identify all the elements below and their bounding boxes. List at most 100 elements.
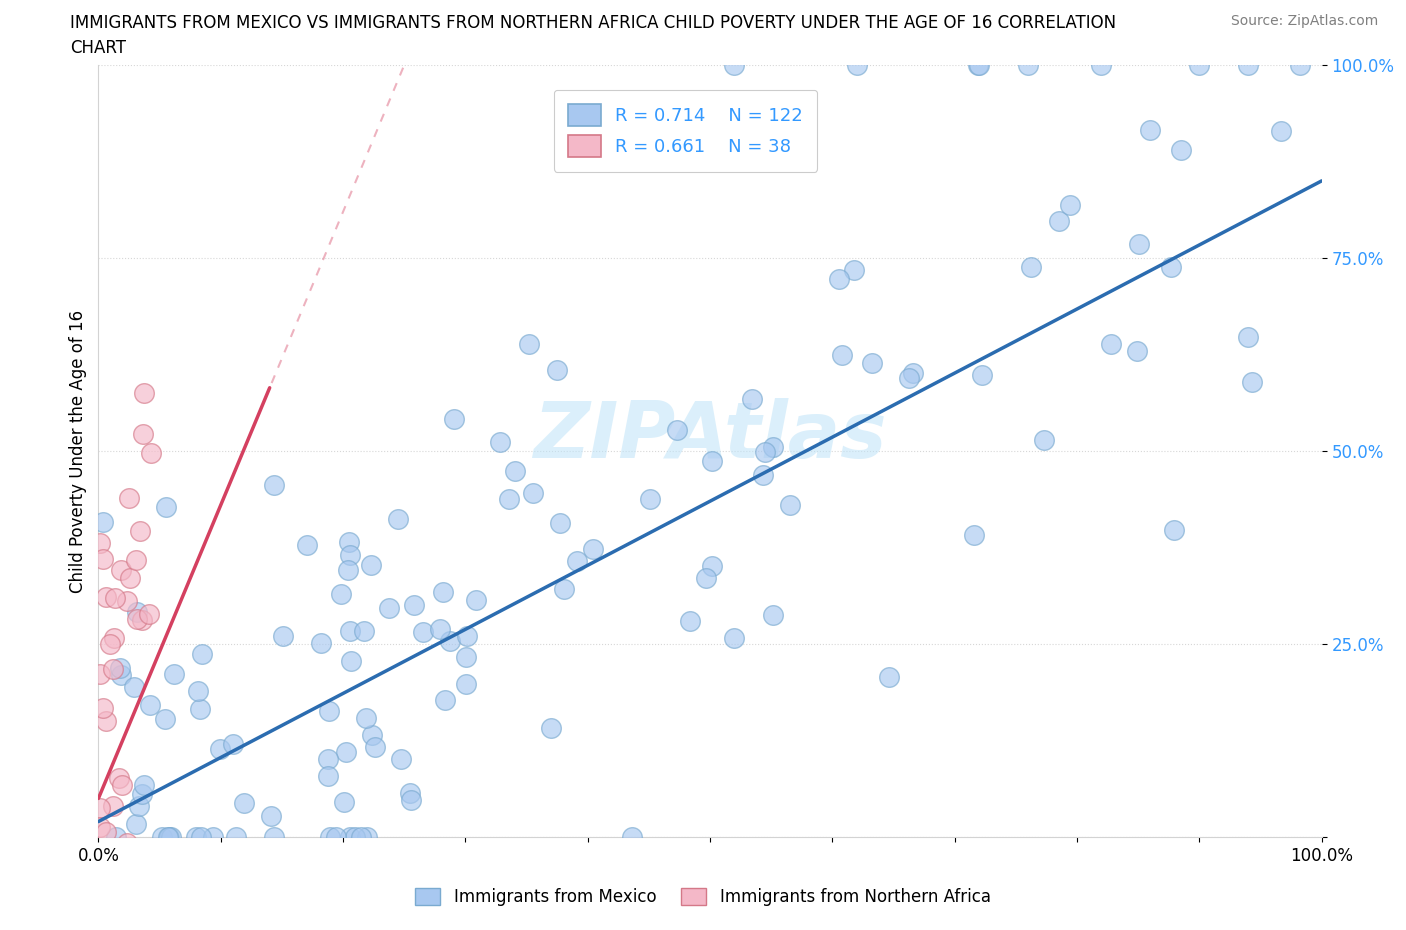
- Point: [184, 830, 207, 844]
- Point: [1170, 142, 1192, 157]
- Point: [1289, 58, 1312, 73]
- Point: [339, 623, 361, 638]
- Point: [1017, 58, 1039, 73]
- Point: [319, 830, 342, 844]
- Point: [101, 876, 124, 891]
- Point: [98, 636, 121, 651]
- Point: [190, 830, 212, 844]
- Point: [1090, 58, 1112, 73]
- Point: [117, 594, 139, 609]
- Point: [364, 739, 387, 754]
- Point: [565, 553, 588, 568]
- Point: [110, 563, 132, 578]
- Point: [105, 830, 128, 844]
- Point: [309, 635, 332, 650]
- Point: [1128, 236, 1150, 251]
- Point: [845, 58, 868, 73]
- Point: [115, 881, 138, 896]
- Legend: R = 0.714    N = 122, R = 0.661    N = 38: R = 0.714 N = 122, R = 0.661 N = 38: [554, 89, 817, 171]
- Point: [401, 793, 423, 808]
- Point: [897, 370, 920, 385]
- Point: [271, 629, 294, 644]
- Point: [96, 590, 118, 604]
- Point: [679, 614, 702, 629]
- Point: [332, 794, 354, 809]
- Point: [700, 454, 723, 469]
- Point: [360, 727, 382, 742]
- Point: [89, 536, 111, 551]
- Point: [553, 581, 575, 596]
- Point: [153, 711, 176, 726]
- Point: [125, 612, 148, 627]
- Point: [860, 355, 883, 370]
- Point: [344, 830, 367, 844]
- Point: [387, 512, 409, 526]
- Point: [89, 801, 111, 816]
- Point: [454, 676, 477, 691]
- Point: [752, 468, 775, 483]
- Point: [505, 463, 527, 478]
- Point: [967, 58, 990, 73]
- Point: [138, 607, 160, 622]
- Point: [120, 884, 142, 899]
- Point: [412, 624, 434, 639]
- Point: [489, 435, 512, 450]
- Point: [762, 440, 785, 455]
- Point: [128, 799, 150, 814]
- Point: [723, 58, 745, 73]
- Point: [96, 824, 118, 839]
- Point: [754, 445, 776, 459]
- Point: [104, 591, 127, 605]
- Point: [103, 888, 125, 903]
- Point: [831, 347, 853, 362]
- Point: [101, 799, 124, 814]
- Point: [201, 830, 224, 844]
- Point: [188, 702, 211, 717]
- Point: [118, 570, 141, 585]
- Point: [325, 830, 347, 844]
- Point: [1033, 432, 1056, 447]
- Point: [108, 771, 131, 786]
- Point: [433, 693, 456, 708]
- Point: [122, 680, 145, 695]
- Point: [117, 836, 139, 851]
- Point: [101, 661, 124, 676]
- Point: [108, 660, 131, 675]
- Legend: Immigrants from Mexico, Immigrants from Northern Africa: Immigrants from Mexico, Immigrants from …: [409, 881, 997, 912]
- Point: [967, 58, 990, 73]
- Point: [779, 497, 801, 512]
- Point: [443, 411, 465, 426]
- Point: [665, 422, 688, 437]
- Point: [139, 698, 162, 713]
- Point: [356, 830, 378, 844]
- Point: [131, 787, 153, 802]
- Point: [131, 613, 153, 628]
- Point: [828, 272, 851, 286]
- Point: [156, 830, 179, 844]
- Point: [1188, 58, 1211, 73]
- Point: [260, 808, 283, 823]
- Point: [456, 629, 478, 644]
- Point: [741, 392, 763, 407]
- Point: [209, 741, 232, 756]
- Point: [339, 830, 361, 844]
- Point: [429, 621, 451, 636]
- Point: [1270, 124, 1292, 139]
- Point: [127, 604, 149, 619]
- Point: [132, 777, 155, 792]
- Point: [139, 445, 162, 460]
- Point: [110, 668, 132, 683]
- Point: [100, 898, 122, 913]
- Point: [131, 426, 153, 441]
- Point: [582, 541, 605, 556]
- Point: [339, 547, 361, 562]
- Point: [1139, 123, 1161, 138]
- Point: [155, 499, 177, 514]
- Point: [232, 795, 254, 810]
- Point: [399, 786, 422, 801]
- Point: [972, 367, 994, 382]
- Point: [723, 631, 745, 645]
- Point: [695, 571, 717, 586]
- Point: [350, 830, 373, 844]
- Point: [125, 552, 148, 567]
